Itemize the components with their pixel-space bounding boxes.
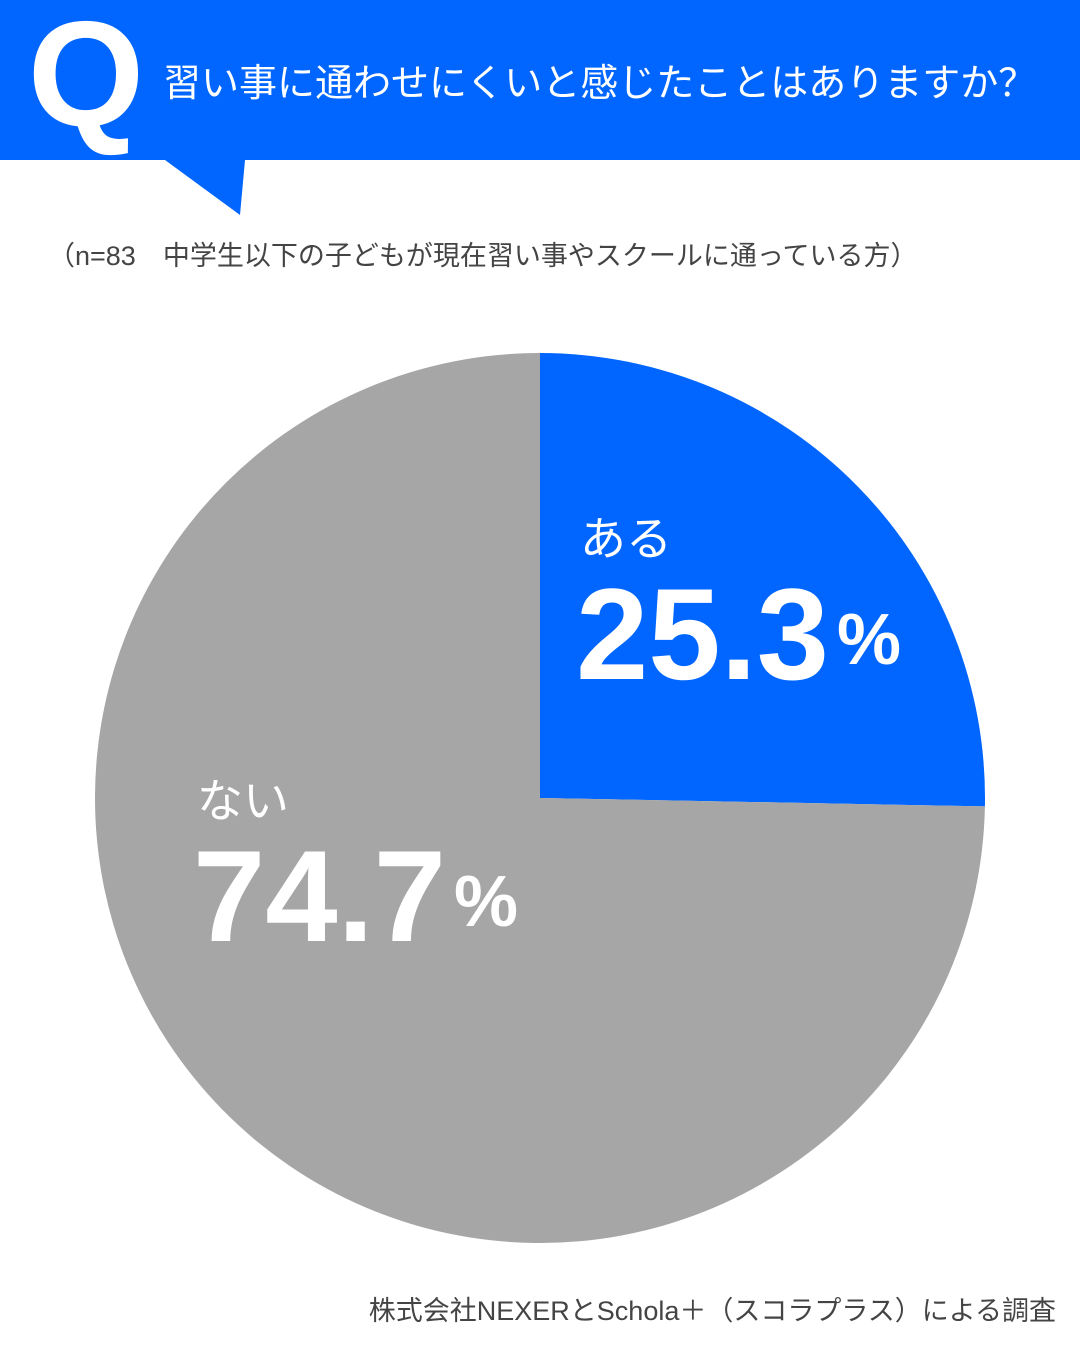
slice-category-label: ない bbox=[197, 775, 289, 827]
chart-title: 習い事に通わせにくいと感じたことはありますか？ bbox=[163, 63, 1036, 105]
q-badge: Q bbox=[28, 0, 145, 158]
header-tail bbox=[165, 160, 245, 215]
pie bbox=[94, 353, 985, 1243]
pie-slice bbox=[94, 353, 985, 1243]
slice-value-label: 74.7% bbox=[193, 823, 518, 969]
chart-subtitle: （n=83 中学生以下の子どもが現在習い事やスクールに通っている方） bbox=[48, 241, 917, 271]
pie-slice bbox=[540, 353, 985, 807]
source-note: 株式会社NEXERとSchola＋（スコラプラス）による調査 bbox=[369, 1296, 1056, 1326]
slice-category-label: ある bbox=[580, 513, 672, 565]
slice-value-label: 25.3% bbox=[576, 561, 901, 707]
header-band bbox=[0, 0, 1080, 160]
